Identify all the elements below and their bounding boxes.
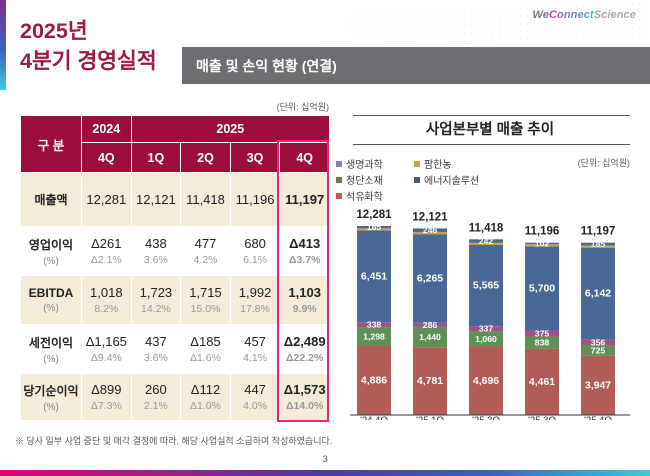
- svg-text:375: 375: [535, 329, 550, 339]
- svg-text:4,696: 4,696: [473, 375, 499, 387]
- svg-text:3,947: 3,947: [585, 379, 611, 391]
- svg-text:11,196: 11,196: [525, 226, 560, 238]
- svg-text:6,451: 6,451: [361, 270, 387, 282]
- svg-text:12,121: 12,121: [412, 212, 448, 224]
- svg-text:5,565: 5,565: [473, 280, 499, 292]
- svg-text:6,265: 6,265: [417, 273, 443, 285]
- svg-text:'25.3Q: '25.3Q: [528, 415, 556, 420]
- svg-text:'25.4Q: '25.4Q: [584, 415, 612, 420]
- svg-text:1,298: 1,298: [363, 331, 385, 341]
- svg-text:4,781: 4,781: [417, 375, 443, 387]
- svg-text:356: 356: [591, 337, 606, 347]
- svg-text:242: 242: [479, 236, 494, 246]
- svg-text:11,197: 11,197: [581, 226, 616, 238]
- svg-text:838: 838: [535, 338, 550, 348]
- svg-text:102: 102: [535, 239, 550, 249]
- svg-text:286: 286: [423, 320, 438, 330]
- svg-text:1,060: 1,060: [475, 334, 497, 344]
- svg-text:11,418: 11,418: [469, 222, 504, 234]
- svg-text:337: 337: [479, 324, 494, 334]
- svg-text:1,440: 1,440: [419, 332, 441, 342]
- svg-text:185: 185: [591, 239, 606, 249]
- svg-text:5,700: 5,700: [529, 283, 555, 295]
- svg-text:338: 338: [367, 320, 382, 330]
- svg-text:'25.2Q: '25.2Q: [472, 415, 500, 420]
- svg-text:165: 165: [367, 222, 382, 232]
- svg-text:'24.4Q: '24.4Q: [360, 415, 388, 420]
- svg-text:246: 246: [423, 225, 438, 235]
- svg-text:12,281: 12,281: [356, 209, 392, 221]
- svg-text:'25.1Q: '25.1Q: [416, 415, 444, 420]
- svg-text:4,886: 4,886: [361, 374, 387, 386]
- svg-text:6,142: 6,142: [585, 288, 611, 300]
- svg-text:4,461: 4,461: [529, 376, 555, 388]
